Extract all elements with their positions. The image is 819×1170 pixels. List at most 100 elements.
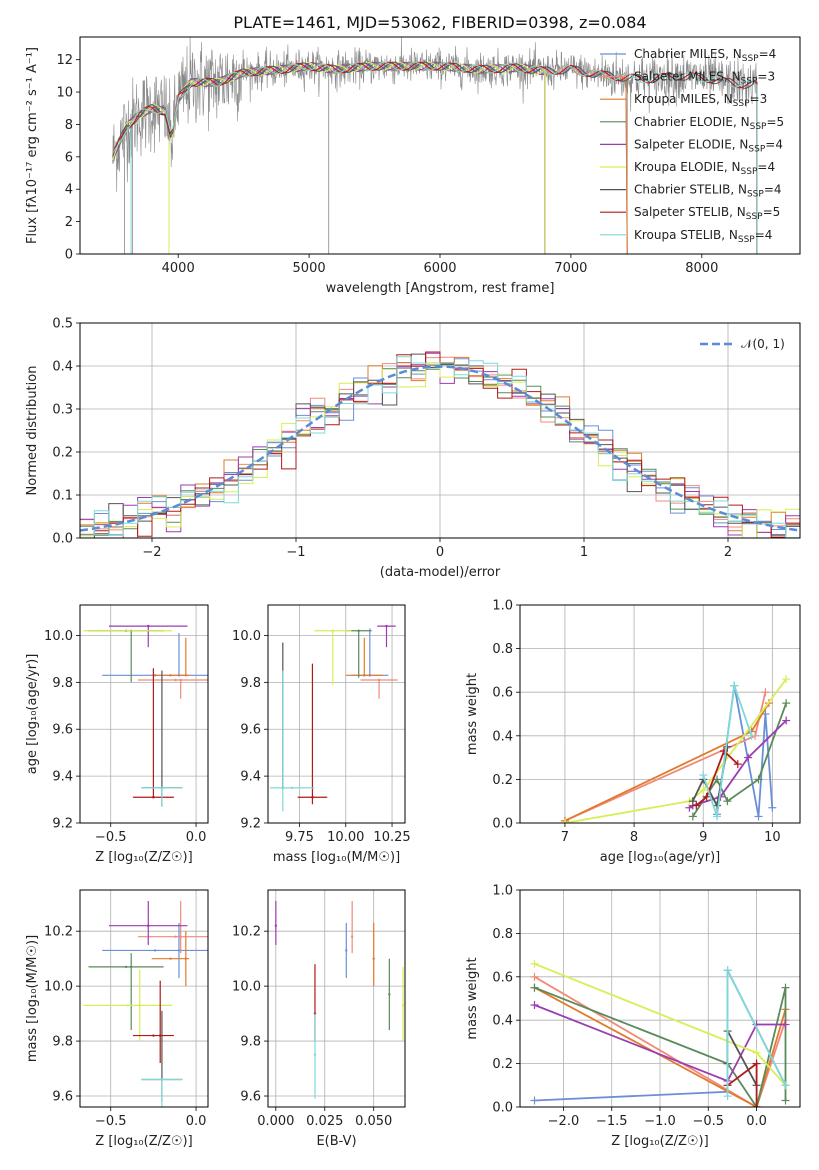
y-tick-label: 0.2 xyxy=(52,446,73,461)
plus-marker xyxy=(713,812,722,821)
legend-entry: Salpeter STELIB, NSSP=5 xyxy=(634,205,780,222)
x-tick-label: 7 xyxy=(561,830,569,845)
x-tick-label: 8000 xyxy=(685,261,718,276)
x-axis-label: mass [log₁₀(M/M☉)] xyxy=(273,850,400,865)
axes-frame xyxy=(267,604,406,824)
legend-entry: Chabrier MILES, NSSP=4 xyxy=(634,47,776,64)
y-tick-label: 9.2 xyxy=(240,817,261,832)
data-point xyxy=(147,924,150,927)
series-line-salpeter-miles xyxy=(534,976,787,1107)
data-point xyxy=(357,629,360,632)
legend-subscript: SSP xyxy=(738,235,755,245)
data-point xyxy=(124,965,128,969)
y-tick-label: 0 xyxy=(65,248,73,263)
gaussian-curve xyxy=(80,365,800,532)
x-axis-label: Z [log₁₀(Z/Z☉)] xyxy=(95,1134,192,1149)
x-tick-label: 9 xyxy=(699,830,707,845)
x-tick-label: 0.0 xyxy=(186,830,207,845)
data-point xyxy=(385,624,388,628)
plus-marker xyxy=(781,1096,790,1105)
series-line-salpeter-stelib xyxy=(695,749,739,807)
data-point xyxy=(290,786,294,790)
series-line-salpeter-elodie xyxy=(534,1004,786,1083)
x-tick-label: 0.0 xyxy=(186,1114,207,1129)
y-axis-label: Normed distribution xyxy=(25,366,40,496)
chart-age-vs-mass: 9.75 10.00 10.25 9.2 9.4 9.6 9.8 10.0 mass [log₁… xyxy=(232,604,411,865)
x-tick-label: 10 xyxy=(764,830,781,845)
legend-tail: =3 xyxy=(750,92,768,106)
data-point xyxy=(169,674,172,677)
plus-marker xyxy=(782,699,791,708)
legend-label: Kroupa MILES, N xyxy=(634,92,733,106)
y-axis-label: mass weight xyxy=(465,957,480,1039)
x-tick-label: 10.00 xyxy=(327,830,364,845)
y-tick-label: 10.0 xyxy=(232,629,261,644)
histogram-kroupa-elodie xyxy=(80,362,800,538)
chart-residuals: −2 −1 0 1 2 0.0 0.1 0.2 0.3 0.4 0.5 (data-model)/er… xyxy=(25,317,801,580)
legend-tail: =4 xyxy=(764,183,782,197)
plus-marker xyxy=(752,1103,761,1107)
x-axis-label: Z [log₁₀(Z/Z☉)] xyxy=(611,1134,708,1149)
y-tick-label: 9.2 xyxy=(52,817,73,832)
y-tick-label: 0.2 xyxy=(492,773,513,788)
legend-entry: 𝒩(0, 1) xyxy=(741,337,785,351)
plot-area xyxy=(83,624,208,807)
legend-subscript: SSP xyxy=(741,167,758,177)
plot-area xyxy=(83,900,208,1107)
x-tick-label: 0.0 xyxy=(746,1114,767,1129)
y-tick-label: 0.5 xyxy=(52,317,73,332)
legend-tail: =4 xyxy=(759,47,777,61)
data-point xyxy=(179,678,182,682)
x-tick-label: −0.5 xyxy=(95,1114,127,1129)
y-tick-label: 9.8 xyxy=(240,676,261,691)
legend-label: Chabrier ELODIE, N xyxy=(634,115,750,129)
x-tick-label: −0.5 xyxy=(692,1114,724,1129)
data-point xyxy=(159,1034,162,1037)
data-point xyxy=(152,1034,155,1037)
x-tick-label: 0 xyxy=(436,545,444,560)
data-point xyxy=(372,957,375,960)
data-point xyxy=(281,786,285,790)
legend-subscript: SSP xyxy=(742,54,759,64)
legend-entry: Salpeter ELODIE, NSSP=4 xyxy=(634,137,783,154)
data-point xyxy=(174,678,177,682)
legend-label: Chabrier MILES, N xyxy=(634,47,742,61)
y-tick-label: 0.6 xyxy=(492,970,513,985)
chart-spectrum: 4000 5000 6000 7000 8000 0 2 4 6 8 10 12 wavelength … xyxy=(25,36,801,296)
chart-mass-vs-Z: −0.5 0.0 9.6 9.8 10.0 10.2 Z [log₁₀(Z/Z☉)] mass… xyxy=(25,889,209,1149)
x-tick-label: 0.025 xyxy=(306,1114,343,1129)
x-tick-label: 1 xyxy=(580,545,588,560)
x-tick-label: −1.5 xyxy=(596,1114,628,1129)
legend-entry: Kroupa MILES, NSSP=3 xyxy=(634,92,767,109)
y-tick-label: 2 xyxy=(65,215,73,230)
legend-label: Salpeter STELIB, N xyxy=(634,205,746,219)
x-tick-label: −1 xyxy=(286,545,305,560)
plus-marker xyxy=(781,1081,790,1090)
plot-layer: 4000 5000 6000 7000 8000024681012wavelength … xyxy=(25,36,801,1149)
x-tick-label: 2 xyxy=(724,545,732,560)
plus-marker xyxy=(733,760,742,769)
y-tick-label: 0.8 xyxy=(492,642,513,657)
model-line-kroupa-stelib xyxy=(112,61,758,254)
observed-spectrum-line xyxy=(112,37,758,193)
chart-age-vs-Z: −0.5 0.0 9.2 9.4 9.6 9.8 10.0 Z [log₁₀(Z/Z☉)] ag… xyxy=(25,604,209,865)
data-point xyxy=(331,629,334,632)
plot-area xyxy=(530,959,790,1107)
data-point xyxy=(179,935,182,938)
series-line-kroupa-miles xyxy=(534,986,787,1107)
data-point xyxy=(126,1004,129,1007)
y-tick-label: 10.0 xyxy=(232,980,261,995)
data-point xyxy=(174,935,177,938)
y-axis-label: age [log₁₀(age/yr)] xyxy=(25,654,40,775)
legend-label: Kroupa STELIB, N xyxy=(634,228,738,242)
plus-marker xyxy=(782,716,791,725)
data-point xyxy=(126,629,129,632)
y-tick-label: 0.1 xyxy=(52,489,73,504)
plus-marker xyxy=(744,753,753,762)
y-tick-label: 0.6 xyxy=(492,686,513,701)
y-axis-label: mass weight xyxy=(465,673,480,755)
y-tick-label: 0.4 xyxy=(492,1014,513,1029)
histogram-kroupa-stelib xyxy=(80,356,800,538)
